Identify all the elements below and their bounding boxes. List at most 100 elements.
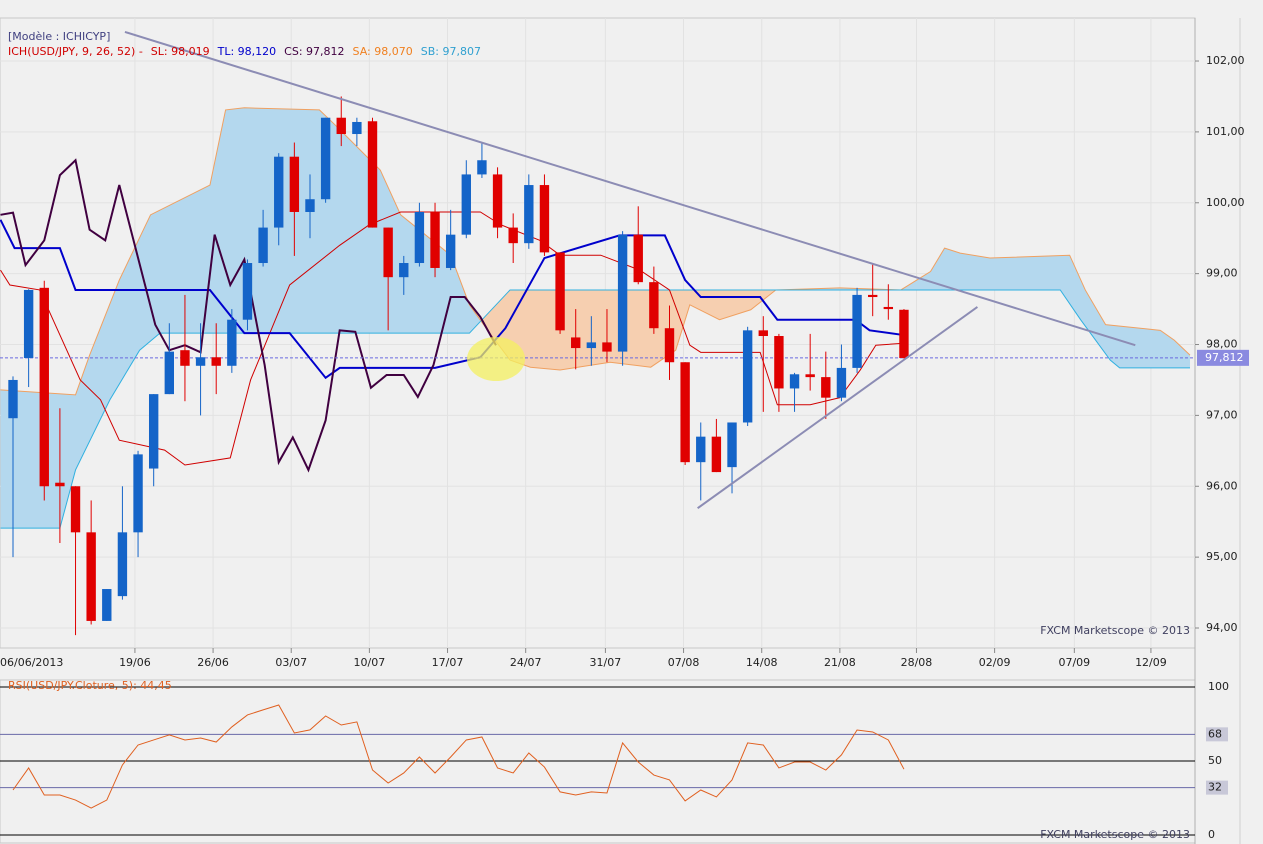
- legend-entry: SB: 97,807: [421, 45, 481, 58]
- y-tick-label: 94,00: [1206, 621, 1238, 634]
- candle-body: [571, 337, 581, 349]
- y-tick-label: 101,00: [1206, 125, 1245, 138]
- y-tick-label: 99,00: [1206, 267, 1238, 280]
- x-tick-label: 26/06: [197, 656, 229, 669]
- candle-body: [86, 532, 96, 621]
- candle-body: [117, 532, 128, 597]
- last-price-label: 97,812: [1205, 351, 1244, 364]
- legend-entry: SA: 98,070: [353, 45, 413, 58]
- x-tick-label: 17/07: [432, 656, 464, 669]
- candle-body: [711, 436, 722, 473]
- candle-body: [70, 486, 81, 533]
- rsi-tick-label: 0: [1208, 828, 1215, 841]
- candle-body: [102, 589, 112, 621]
- trendline: [124, 31, 1136, 347]
- candle-body: [805, 374, 815, 378]
- candle-body: [492, 174, 503, 228]
- watermark: FXCM Marketscope © 2013: [1040, 828, 1190, 841]
- x-tick-label: 02/09: [979, 656, 1011, 669]
- senkou-a: [0, 107, 1191, 396]
- x-tick-label: 31/07: [590, 656, 622, 669]
- rsi-tick-label: 100: [1208, 680, 1229, 693]
- candle-body: [680, 362, 690, 463]
- y-tick-label: 102,00: [1206, 54, 1245, 67]
- candle-body: [633, 234, 643, 283]
- candle-body: [789, 374, 800, 389]
- candle-body: [367, 121, 378, 228]
- candle-body: [868, 294, 878, 298]
- candle-body: [508, 227, 518, 244]
- candle-body: [696, 436, 706, 463]
- candle-body: [602, 342, 612, 352]
- rsi-line: [12, 704, 905, 809]
- candle-body: [774, 336, 784, 389]
- candle-body: [211, 357, 221, 366]
- candle-body: [586, 342, 597, 349]
- rsi-tick-label: 50: [1208, 754, 1222, 767]
- candle-body: [55, 482, 65, 487]
- trendline: [697, 306, 979, 510]
- candle-body: [289, 156, 300, 212]
- candle-body: [180, 350, 190, 366]
- x-tick-label: 28/08: [901, 656, 933, 669]
- rsi-tick-label: 68: [1208, 727, 1222, 740]
- watermark: FXCM Marketscope © 2013: [1040, 624, 1190, 637]
- candle-body: [227, 319, 237, 366]
- highlight-ellipse: [467, 337, 525, 381]
- candle-body: [336, 117, 346, 135]
- candle-body: [399, 263, 409, 278]
- candle-body: [649, 282, 659, 329]
- candle-body: [414, 211, 425, 264]
- legend-entry: ICH(USD/JPY, 9, 26, 52) -: [8, 45, 143, 58]
- candle-body: [430, 211, 440, 268]
- y-tick-label: 100,00: [1206, 196, 1245, 209]
- candle-body: [305, 199, 315, 212]
- candle-body: [524, 185, 534, 244]
- candle-body: [242, 263, 253, 320]
- candle-body: [445, 234, 456, 268]
- x-tick-label: 12/09: [1135, 656, 1167, 669]
- x-tick-label: 19/06: [119, 656, 151, 669]
- last-price-box: [1197, 349, 1249, 366]
- candle-body: [899, 309, 909, 358]
- candle-body: [836, 367, 847, 398]
- x-tick-label: 07/09: [1058, 656, 1090, 669]
- candle-body: [274, 156, 284, 228]
- y-tick-label: 95,00: [1206, 550, 1238, 563]
- candle-body: [195, 357, 206, 366]
- candle-body: [133, 454, 143, 533]
- x-tick-label: 21/08: [824, 656, 856, 669]
- x-tick-label: 10/07: [354, 656, 386, 669]
- y-tick-label: 97,00: [1206, 408, 1238, 421]
- legend-entry: SL: 98,019: [151, 45, 210, 58]
- rsi-tick-label: 32: [1208, 781, 1222, 794]
- candle-body: [617, 234, 628, 352]
- candle-body: [477, 160, 487, 175]
- senkou-b: [0, 289, 1190, 529]
- candle-body: [821, 377, 831, 398]
- candle-body: [320, 117, 331, 200]
- legend-entry: TL: 98,120: [217, 45, 277, 58]
- rsi-level-box: [1206, 780, 1228, 795]
- x-tick-label: 24/07: [510, 656, 542, 669]
- candle-body: [164, 351, 175, 395]
- candle-body: [758, 330, 768, 337]
- legend-entry: CS: 97,812: [284, 45, 344, 58]
- indicator-legend: ICH(USD/JPY, 9, 26, 52) - SL: 98,019 TL: 9…: [8, 45, 481, 58]
- candle-body: [852, 294, 862, 368]
- candle-body: [352, 121, 362, 135]
- candle-body: [148, 394, 159, 469]
- candle-body: [383, 227, 393, 278]
- candle-body: [883, 306, 894, 310]
- candle-body: [39, 287, 49, 487]
- x-tick-label: 03/07: [275, 656, 307, 669]
- candle-body: [555, 252, 565, 331]
- candle-body: [664, 328, 675, 363]
- rsi-title: RSI(USD/JPY.Cloture, 5): 44,45: [8, 679, 172, 692]
- candle-body: [461, 174, 471, 235]
- candle-body: [8, 379, 18, 419]
- indicator-line: [0, 158, 497, 473]
- indicator-line: [0, 211, 906, 466]
- candle-body: [539, 185, 550, 253]
